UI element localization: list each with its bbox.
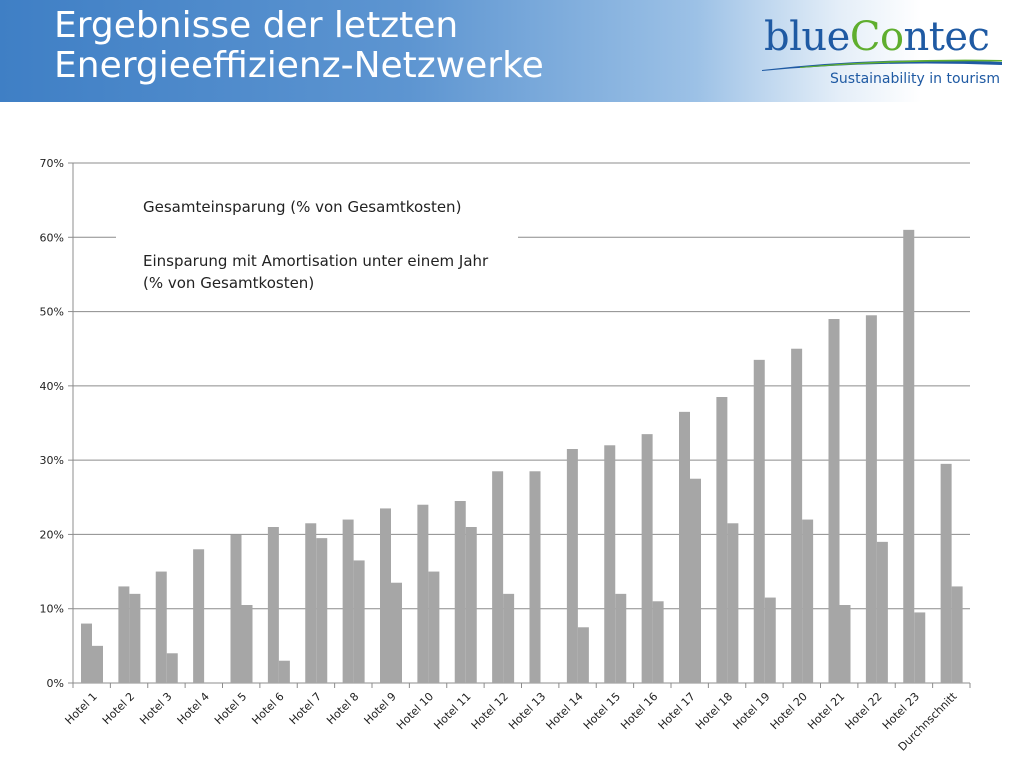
bar-total-savings xyxy=(529,471,541,683)
logo-word-ntec: ntec xyxy=(903,14,990,60)
company-logo: blueContec Sustainability in tourism xyxy=(758,10,1008,94)
bar-payback-savings xyxy=(764,597,776,683)
bar-payback-savings xyxy=(241,605,253,683)
bar-payback-savings xyxy=(839,605,851,683)
bar-payback-savings xyxy=(353,560,365,683)
x-tick-label: Hotel 13 xyxy=(506,690,548,732)
y-tick-label: 0% xyxy=(47,677,64,690)
bar-total-savings xyxy=(641,434,653,683)
x-tick-label: Hotel 5 xyxy=(212,690,249,727)
bar-total-savings xyxy=(753,359,765,683)
y-tick-label: 60% xyxy=(40,231,64,244)
y-tick-label: 30% xyxy=(40,454,64,467)
x-tick-label: Hotel 22 xyxy=(843,690,885,732)
bar-payback-savings xyxy=(92,645,103,683)
bar-total-savings xyxy=(267,527,279,683)
legend-entry-payback-line-2: (% von Gesamtkosten) xyxy=(143,274,315,292)
logo-word-blue: blue xyxy=(764,14,850,60)
chart-legend: Gesamteinsparung (% von Gesamtkosten) Ei… xyxy=(116,188,518,308)
bar-total-savings xyxy=(604,445,616,683)
x-tick-label: Hotel 3 xyxy=(137,690,174,727)
x-tick-label: Hotel 21 xyxy=(805,690,847,732)
bar-total-savings xyxy=(380,508,391,683)
bar-payback-savings xyxy=(278,660,290,683)
bar-payback-savings xyxy=(428,571,440,683)
bar-payback-savings xyxy=(316,538,328,683)
bar-total-savings xyxy=(828,319,840,683)
y-tick-label: 20% xyxy=(40,528,64,541)
bar-total-savings xyxy=(454,501,466,683)
page-title: Ergebnisse der letzten Energieeffizienz-… xyxy=(54,6,694,86)
x-tick-label: Hotel 17 xyxy=(656,690,698,732)
x-tick-label: Hotel 12 xyxy=(469,690,511,732)
x-tick-label: Hotel 10 xyxy=(394,690,436,732)
bar-payback-savings xyxy=(166,653,178,683)
x-tick-label: Hotel 19 xyxy=(730,690,772,732)
bar-total-savings xyxy=(118,586,130,683)
bar-total-savings xyxy=(193,549,205,683)
bar-total-savings xyxy=(155,571,167,683)
x-tick-label: Hotel 14 xyxy=(544,690,586,732)
legend-entry-payback-savings: Einsparung mit Amortisation unter einem … xyxy=(143,250,513,294)
logo-wordmark: blueContec xyxy=(764,14,990,60)
x-tick-label: Hotel 16 xyxy=(618,690,660,732)
y-tick-label: 10% xyxy=(40,603,64,616)
x-tick-label: Hotel 8 xyxy=(324,690,361,727)
title-banner: Ergebnisse der letzten Energieeffizienz-… xyxy=(0,0,1024,102)
bar-total-savings xyxy=(903,229,915,683)
y-tick-label: 50% xyxy=(40,306,64,319)
logo-swoosh-icon xyxy=(762,59,1002,71)
bar-payback-savings xyxy=(577,627,589,683)
page-title-line-1: Ergebnisse der letzten xyxy=(54,5,459,46)
bar-payback-savings xyxy=(615,593,627,683)
bar-payback-savings xyxy=(690,478,701,683)
bar-payback-savings xyxy=(503,593,515,683)
bar-total-savings xyxy=(566,449,578,683)
x-tick-label: Hotel 11 xyxy=(431,690,473,732)
bar-payback-savings xyxy=(914,612,926,683)
bar-total-savings xyxy=(417,504,429,683)
bar-total-savings xyxy=(716,397,728,683)
bar-total-savings xyxy=(865,315,877,683)
bar-total-savings xyxy=(305,523,317,683)
bar-payback-savings xyxy=(802,519,814,683)
x-tick-label: Hotel 9 xyxy=(362,690,399,727)
logo-word-o: o xyxy=(879,14,904,60)
bar-payback-savings xyxy=(391,582,402,683)
x-tick-label: Hotel 20 xyxy=(768,690,810,732)
bar-total-savings xyxy=(342,519,354,683)
bar-payback-savings xyxy=(652,601,664,683)
legend-entry-payback-line-1: Einsparung mit Amortisation unter einem … xyxy=(143,252,489,270)
bar-payback-savings xyxy=(951,586,963,683)
x-tick-label: Hotel 2 xyxy=(100,690,137,727)
bar-total-savings xyxy=(230,534,242,683)
bar-total-savings xyxy=(791,348,803,683)
bar-payback-savings xyxy=(876,541,888,683)
x-tick-label: Hotel 6 xyxy=(249,690,286,727)
x-tick-label: Hotel 4 xyxy=(175,690,212,727)
x-tick-label: Hotel 15 xyxy=(581,690,623,732)
x-tick-label: Hotel 1 xyxy=(63,690,100,727)
bar-payback-savings xyxy=(465,527,477,683)
bar-total-savings xyxy=(679,411,690,683)
bar-payback-savings xyxy=(727,523,739,683)
bar-total-savings xyxy=(492,471,504,683)
bar-payback-savings xyxy=(129,593,141,683)
bar-total-savings xyxy=(940,463,952,683)
logo-tagline: Sustainability in tourism xyxy=(830,71,1000,87)
y-tick-label: 40% xyxy=(40,380,64,393)
bar-total-savings xyxy=(81,623,92,683)
logo-word-c: C xyxy=(849,14,881,60)
x-tick-label: Hotel 18 xyxy=(693,690,735,732)
x-tick-label: Hotel 7 xyxy=(287,690,324,727)
y-tick-label: 70% xyxy=(40,157,64,170)
legend-entry-total-savings: Gesamteinsparung (% von Gesamtkosten) xyxy=(143,198,462,216)
page-title-line-2: Energieeffizienz-Netzwerke xyxy=(54,45,544,86)
